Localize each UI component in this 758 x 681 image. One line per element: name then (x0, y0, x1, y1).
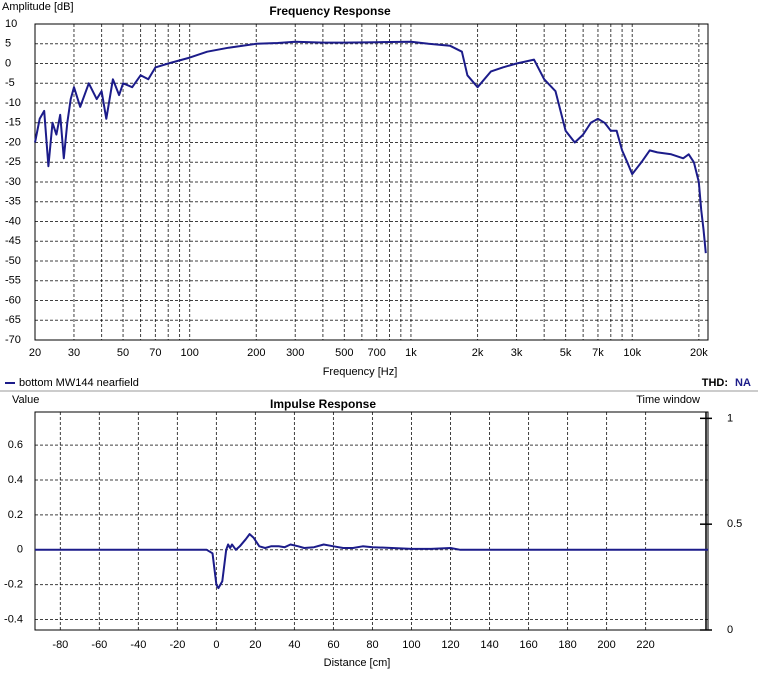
x-tick-label: 160 (519, 639, 537, 651)
plot-area (34, 411, 709, 631)
x-tick-label: 0 (213, 639, 219, 651)
x-tick-label: 200 (597, 639, 615, 651)
y-tick-label: 0 (5, 57, 11, 69)
y-tick-label: 0 (17, 544, 23, 556)
x-tick-label: 3k (511, 347, 523, 359)
x-tick-label: 100 (402, 639, 420, 651)
x-tick-label: 100 (180, 347, 198, 359)
y-axis-label: Amplitude [dB] (2, 1, 74, 13)
x-tick-label: 300 (286, 347, 304, 359)
y2-axis-label: Time window (636, 394, 700, 406)
thd-value: NA (735, 377, 751, 389)
x-tick-label: 180 (558, 639, 576, 651)
x-tick-label: 500 (335, 347, 353, 359)
x-tick-label: -20 (169, 639, 185, 651)
x-axis-label: Distance [cm] (324, 657, 391, 669)
y2-tick-label: 1 (727, 412, 733, 424)
x-tick-label: 7k (592, 347, 604, 359)
y-tick-label: -35 (5, 196, 21, 208)
x-tick-label: 80 (366, 639, 378, 651)
x-tick-label: 5k (560, 347, 572, 359)
y2-tick-label: 0.5 (727, 518, 742, 530)
x-tick-label: 40 (288, 639, 300, 651)
y-tick-label: -20 (5, 136, 21, 148)
legend-label: bottom MW144 nearfield (19, 377, 139, 389)
chart-title: Impulse Response (270, 397, 376, 411)
y-tick-label: -50 (5, 255, 21, 267)
y-tick-label: 0.6 (8, 439, 23, 451)
y-tick-label: -0.2 (4, 579, 23, 591)
thd-label: THD: (702, 377, 728, 389)
y-tick-label: 0.2 (8, 509, 23, 521)
y-tick-label: -15 (5, 117, 21, 129)
series-line (34, 40, 707, 254)
y-tick-label: -70 (5, 334, 21, 346)
series-line (35, 533, 708, 590)
y-axis-label: Value (12, 394, 39, 406)
y-tick-label: -55 (5, 275, 21, 287)
x-tick-label: -40 (130, 639, 146, 651)
y-tick-label: -10 (5, 97, 21, 109)
x-tick-label: 30 (68, 347, 80, 359)
x-tick-label: 20 (29, 347, 41, 359)
y-tick-label: -65 (5, 314, 21, 326)
y-tick-label: -60 (5, 294, 21, 306)
y-tick-label: -40 (5, 215, 21, 227)
y-tick-label: 5 (5, 38, 11, 50)
x-tick-label: 140 (480, 639, 498, 651)
chart-title: Frequency Response (269, 4, 391, 18)
y-tick-label: -25 (5, 156, 21, 168)
x-tick-label: 20k (690, 347, 708, 359)
y-tick-label: -45 (5, 235, 21, 247)
x-tick-label: 10k (623, 347, 641, 359)
y2-tick-label: 0 (727, 624, 733, 636)
y-tick-label: -5 (5, 77, 15, 89)
y-tick-label: 0.4 (8, 474, 23, 486)
x-tick-label: 60 (327, 639, 339, 651)
x-tick-label: 70 (149, 347, 161, 359)
x-tick-label: 200 (247, 347, 265, 359)
x-axis-label: Frequency [Hz] (323, 366, 398, 378)
y-tick-label: -0.4 (4, 613, 23, 625)
x-tick-label: -80 (52, 639, 68, 651)
x-tick-label: 1k (405, 347, 417, 359)
x-tick-label: 120 (441, 639, 459, 651)
x-tick-label: 50 (117, 347, 129, 359)
y-tick-label: 10 (5, 18, 17, 30)
x-tick-label: 700 (367, 347, 385, 359)
x-tick-label: -60 (91, 639, 107, 651)
y-tick-label: -30 (5, 176, 21, 188)
x-tick-label: 20 (249, 639, 261, 651)
x-tick-label: 2k (472, 347, 484, 359)
x-tick-label: 220 (636, 639, 654, 651)
